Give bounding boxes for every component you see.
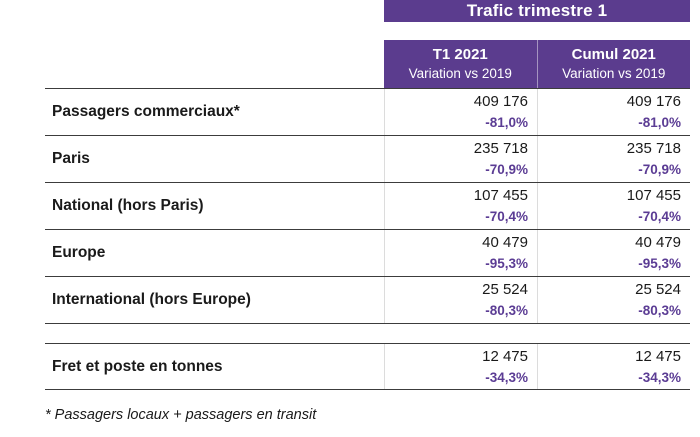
cumul-value: 12 475 (635, 348, 681, 365)
t1-cell: 409 176 -81,0% (384, 89, 537, 135)
row-label: International (hors Europe) (52, 291, 251, 308)
cumul-cell: 12 475 -34,3% (537, 344, 690, 389)
t1-value: 409 176 (473, 93, 528, 110)
column-period-label: Cumul 2021 (571, 46, 656, 63)
row-label: National (hors Paris) (52, 197, 204, 214)
table-title: Trafic trimestre 1 (384, 0, 690, 22)
t1-value: 12 475 (482, 348, 528, 365)
t1-variation: -81,0% (485, 115, 528, 130)
row-label: Fret et poste en tonnes (52, 357, 223, 375)
cumul-variation: -70,9% (638, 162, 681, 177)
cumul-value: 409 176 (626, 93, 681, 110)
t1-cell: 25 524 -80,3% (384, 277, 537, 323)
table-row-paris: Paris 235 718 -70,9% 235 718 -70,9% (45, 135, 690, 182)
table-row-passagers-commerciaux: Passagers commerciaux* 409 176 -81,0% 40… (45, 88, 690, 135)
row-label: Passagers commerciaux* (52, 103, 240, 120)
cumul-cell: 25 524 -80,3% (537, 277, 690, 323)
t1-cell: 235 718 -70,9% (384, 136, 537, 182)
t1-variation: -80,3% (485, 303, 528, 318)
cumul-variation: -34,3% (638, 370, 681, 385)
cumul-variation: -70,4% (638, 209, 681, 224)
cumul-variation: -95,3% (638, 256, 681, 271)
t1-variation: -95,3% (485, 256, 528, 271)
cumul-cell: 107 455 -70,4% (537, 183, 690, 229)
t1-value: 25 524 (482, 281, 528, 298)
cumul-value: 235 718 (626, 140, 681, 157)
table-row-fret-et-poste: Fret et poste en tonnes 12 475 -34,3% 12… (45, 343, 690, 390)
t1-variation: -70,9% (485, 162, 528, 177)
column-sub-label: Variation vs 2019 (562, 66, 666, 81)
t1-value: 40 479 (482, 234, 528, 251)
footnote: * Passagers locaux + passagers en transi… (45, 407, 317, 423)
t1-cell: 12 475 -34,3% (384, 344, 537, 389)
cumul-value: 107 455 (626, 187, 681, 204)
row-label: Paris (52, 150, 90, 167)
cumul-cell: 40 479 -95,3% (537, 230, 690, 276)
cumul-value: 25 524 (635, 281, 681, 298)
row-label: Europe (52, 244, 106, 261)
t1-cell: 107 455 -70,4% (384, 183, 537, 229)
t1-cell: 40 479 -95,3% (384, 230, 537, 276)
column-period-label: T1 2021 (432, 46, 488, 63)
cumul-variation: -80,3% (638, 303, 681, 318)
cumul-variation: -81,0% (638, 115, 681, 130)
table-row-europe: Europe 40 479 -95,3% 40 479 -95,3% (45, 229, 690, 276)
column-header-cumul-2021: Cumul 2021 Variation vs 2019 (536, 40, 691, 88)
t1-value: 235 718 (473, 140, 528, 157)
section-separator (45, 323, 690, 343)
traffic-table: Passagers commerciaux* 409 176 -81,0% 40… (45, 88, 690, 390)
column-sub-label: Variation vs 2019 (408, 66, 512, 81)
t1-variation: -34,3% (485, 370, 528, 385)
table-row-national: National (hors Paris) 107 455 -70,4% 107… (45, 182, 690, 229)
t1-variation: -70,4% (485, 209, 528, 224)
t1-value: 107 455 (473, 187, 528, 204)
table-column-headers: T1 2021 Variation vs 2019 Cumul 2021 Var… (384, 40, 690, 88)
cumul-value: 40 479 (635, 234, 681, 251)
column-header-t1-2021: T1 2021 Variation vs 2019 (384, 40, 537, 88)
cumul-cell: 235 718 -70,9% (537, 136, 690, 182)
cumul-cell: 409 176 -81,0% (537, 89, 690, 135)
table-row-international: International (hors Europe) 25 524 -80,3… (45, 276, 690, 323)
